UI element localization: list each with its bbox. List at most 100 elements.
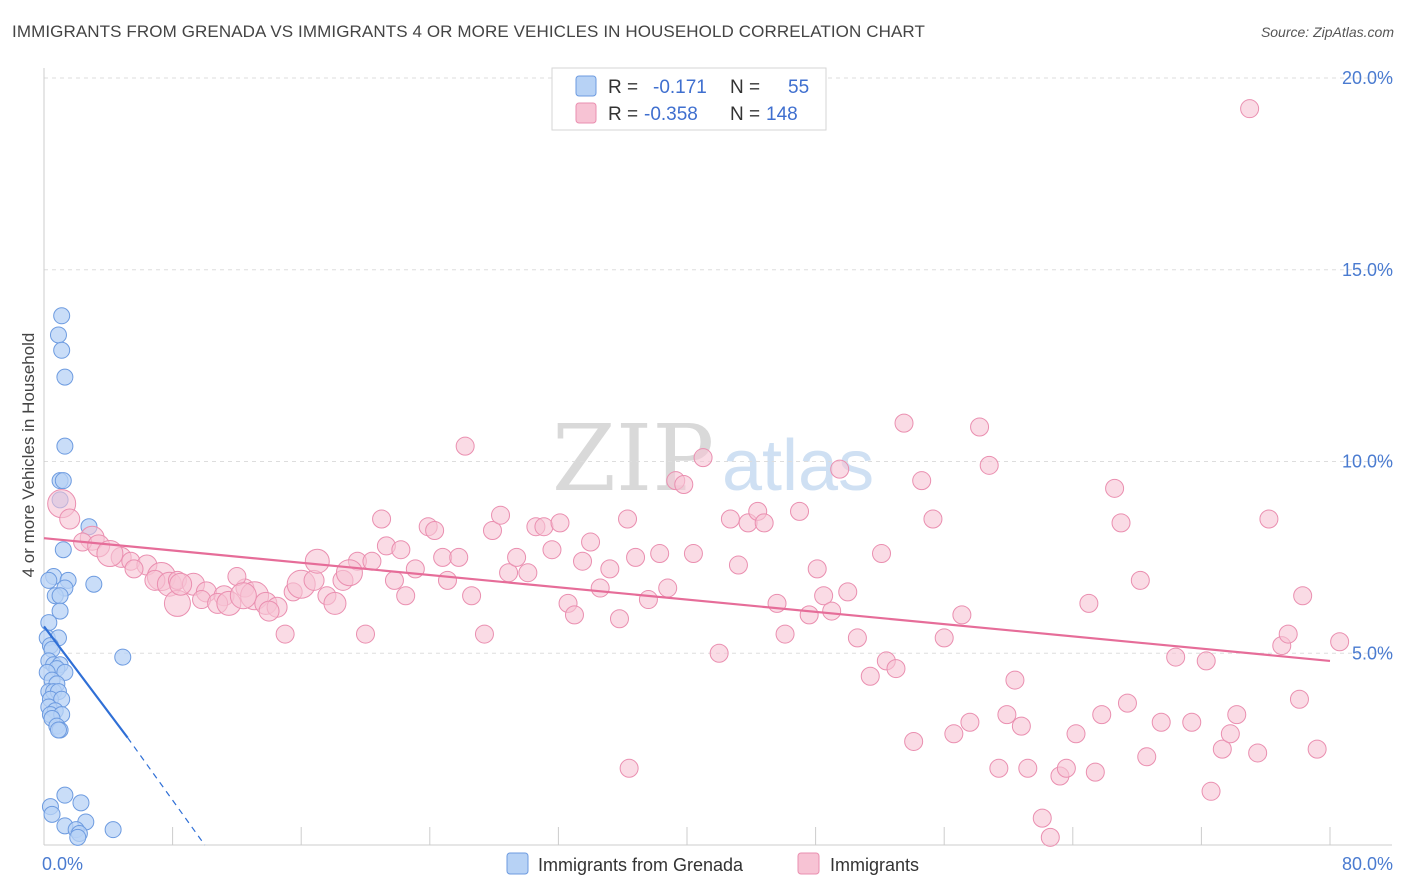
point-immigrants-107 (970, 417, 990, 437)
point-immigrants-119 (1079, 593, 1099, 613)
x-tick-label-1: 80.0% (1342, 854, 1393, 874)
point-immigrants-53 (474, 624, 494, 644)
point-immigrants-128 (1166, 647, 1186, 667)
point-grenada-46 (72, 794, 90, 812)
point-immigrants-61 (542, 540, 562, 560)
point-immigrants-102 (923, 509, 943, 529)
bottom-legend-label-immigrants: Immigrants (830, 855, 919, 875)
point-grenada-17 (51, 602, 69, 620)
point-immigrants-143 (1330, 632, 1350, 652)
point-immigrants-109 (989, 758, 1009, 778)
point-immigrants-71 (626, 547, 646, 567)
point-immigrants-70 (618, 509, 638, 529)
point-immigrants-72 (638, 590, 658, 610)
trend-lines (43, 537, 1331, 846)
point-immigrants-76 (674, 475, 694, 495)
point-immigrants-91 (822, 601, 842, 621)
legend-r-label-0: R = (608, 77, 638, 98)
legend-r-value-0: -0.171 (653, 77, 707, 98)
point-immigrants-66 (581, 532, 601, 552)
point-grenada-29 (56, 663, 74, 681)
point-immigrants-118 (1066, 724, 1086, 744)
point-grenada-51 (104, 821, 122, 839)
watermark: ZIP atlas (552, 405, 874, 512)
legend-n-label-1: N = (730, 104, 760, 125)
point-immigrants-140 (1289, 689, 1309, 709)
point-immigrants-74 (658, 578, 678, 598)
point-immigrants-58 (518, 563, 538, 583)
point-immigrants-88 (799, 605, 819, 625)
y-tick-label-1: 10.0% (1342, 452, 1393, 472)
legend-n-label-0: N = (730, 77, 760, 98)
point-immigrants-1 (59, 508, 81, 530)
point-immigrants-26 (275, 624, 295, 644)
point-immigrants-145 (619, 758, 639, 778)
y-tick-label-0: 5.0% (1352, 643, 1393, 663)
trend-line-grenada-extension (127, 737, 206, 846)
point-immigrants-47 (425, 521, 445, 541)
y-tick-label-3: 20.0% (1342, 68, 1393, 88)
point-immigrants-129 (1182, 712, 1202, 732)
point-immigrants-108 (979, 455, 999, 475)
point-immigrants-136 (1248, 743, 1268, 763)
point-immigrants-80 (720, 509, 740, 529)
bottom-legend-swatch-grenada (506, 852, 529, 875)
point-grenada-23 (114, 648, 132, 666)
legend-n-value-1: 148 (766, 104, 798, 125)
point-immigrants-94 (847, 628, 867, 648)
point-immigrants-103 (934, 628, 954, 648)
point-immigrants-100 (904, 731, 924, 751)
point-immigrants-134 (1227, 705, 1247, 725)
point-immigrants-90 (814, 586, 834, 606)
x-ticks: 0.0% 80.0% (42, 827, 1393, 874)
point-immigrants-127 (1151, 712, 1171, 732)
trend-line-immigrants (43, 537, 1331, 663)
legend-n-value-0: 55 (788, 77, 809, 98)
point-immigrants-135 (1240, 99, 1260, 119)
series-immigrants (47, 99, 1350, 847)
point-immigrants-86 (775, 624, 795, 644)
point-immigrants-121 (1092, 705, 1112, 725)
watermark-atlas: atlas (722, 426, 874, 506)
point-immigrants-125 (1130, 570, 1150, 590)
point-immigrants-44 (396, 586, 416, 606)
point-grenada-48 (43, 805, 61, 823)
point-grenada-6 (54, 472, 72, 490)
point-immigrants-38 (356, 624, 375, 644)
point-immigrants-95 (860, 666, 880, 686)
point-immigrants-110 (997, 705, 1017, 725)
point-immigrants-81 (728, 555, 748, 575)
point-immigrants-101 (912, 471, 932, 491)
point-immigrants-28 (258, 600, 280, 622)
point-grenada-16 (51, 587, 69, 605)
point-immigrants-43 (391, 540, 411, 560)
point-immigrants-51 (455, 436, 475, 456)
point-immigrants-115 (1040, 827, 1060, 847)
point-immigrants-141 (1293, 586, 1313, 606)
stats-legend: R = -0.171 N = 55 R = -0.358 N = 148 (551, 67, 827, 131)
series-legend: Immigrants from Grenada Immigrants (506, 852, 919, 875)
point-immigrants-131 (1201, 781, 1221, 801)
point-immigrants-133 (1220, 724, 1240, 744)
point-immigrants-117 (1056, 758, 1076, 778)
point-immigrants-57 (507, 547, 527, 567)
point-immigrants-123 (1111, 513, 1131, 533)
point-immigrants-130 (1196, 651, 1216, 671)
point-immigrants-50 (449, 547, 469, 567)
legend-swatch-immigrants (575, 102, 597, 124)
point-grenada-4 (56, 437, 74, 455)
point-immigrants-87 (790, 501, 810, 521)
trend-line-grenada (43, 625, 129, 739)
point-immigrants-9 (124, 559, 144, 579)
point-immigrants-40 (372, 509, 392, 529)
point-grenada-44 (49, 721, 67, 739)
watermark-zip: ZIP (552, 405, 714, 512)
x-tick-label-0: 0.0% (42, 854, 83, 874)
point-grenada-1 (49, 326, 67, 344)
point-grenada-0 (53, 307, 71, 325)
point-immigrants-132 (1212, 739, 1232, 759)
point-immigrants-113 (1018, 758, 1038, 778)
point-immigrants-124 (1117, 693, 1137, 713)
point-immigrants-31 (303, 569, 325, 591)
point-immigrants-68 (600, 559, 620, 579)
